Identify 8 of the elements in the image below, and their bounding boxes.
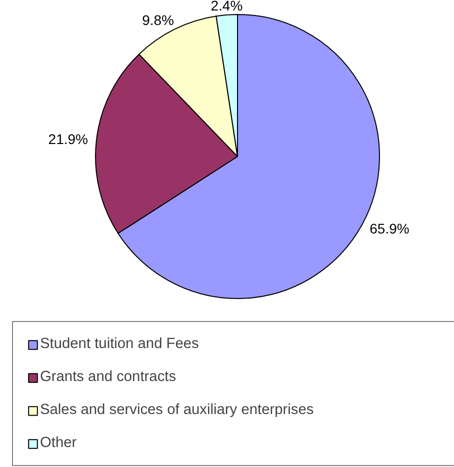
legend-label: Grants and contracts — [40, 369, 178, 385]
data-label: 21.9% — [48, 131, 88, 148]
data-label: 9.8% — [142, 12, 174, 28]
legend-label: Sales and services of auxiliary enterprises — [40, 402, 315, 418]
data-label: 2.4% — [210, 0, 243, 14]
legend-label: Other — [40, 435, 78, 451]
legend-label: Student tuition and Fees — [40, 336, 200, 352]
data-label: 65.9% — [370, 220, 410, 237]
